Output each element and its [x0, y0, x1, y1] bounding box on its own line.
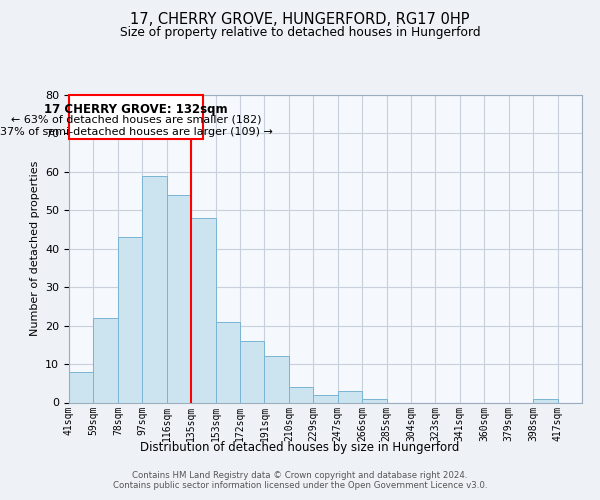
- Bar: [191, 218, 215, 402]
- Bar: [533, 398, 557, 402]
- Bar: [167, 195, 191, 402]
- Bar: [289, 387, 313, 402]
- Bar: [338, 391, 362, 402]
- Text: 37% of semi-detached houses are larger (109) →: 37% of semi-detached houses are larger (…: [0, 126, 272, 136]
- Bar: [94, 318, 118, 402]
- FancyBboxPatch shape: [69, 95, 203, 139]
- Text: ← 63% of detached houses are smaller (182): ← 63% of detached houses are smaller (18…: [11, 115, 262, 125]
- Bar: [240, 341, 265, 402]
- Bar: [215, 322, 240, 402]
- Bar: [362, 398, 386, 402]
- Text: Distribution of detached houses by size in Hungerford: Distribution of detached houses by size …: [140, 441, 460, 454]
- Text: Contains HM Land Registry data © Crown copyright and database right 2024.
Contai: Contains HM Land Registry data © Crown c…: [113, 471, 487, 490]
- Bar: [265, 356, 289, 403]
- Text: Size of property relative to detached houses in Hungerford: Size of property relative to detached ho…: [119, 26, 481, 39]
- Text: 17, CHERRY GROVE, HUNGERFORD, RG17 0HP: 17, CHERRY GROVE, HUNGERFORD, RG17 0HP: [130, 12, 470, 28]
- Bar: [69, 372, 94, 402]
- Y-axis label: Number of detached properties: Number of detached properties: [29, 161, 40, 336]
- Text: 17 CHERRY GROVE: 132sqm: 17 CHERRY GROVE: 132sqm: [44, 104, 228, 117]
- Bar: [118, 237, 142, 402]
- Bar: [142, 176, 167, 402]
- Bar: [313, 395, 338, 402]
